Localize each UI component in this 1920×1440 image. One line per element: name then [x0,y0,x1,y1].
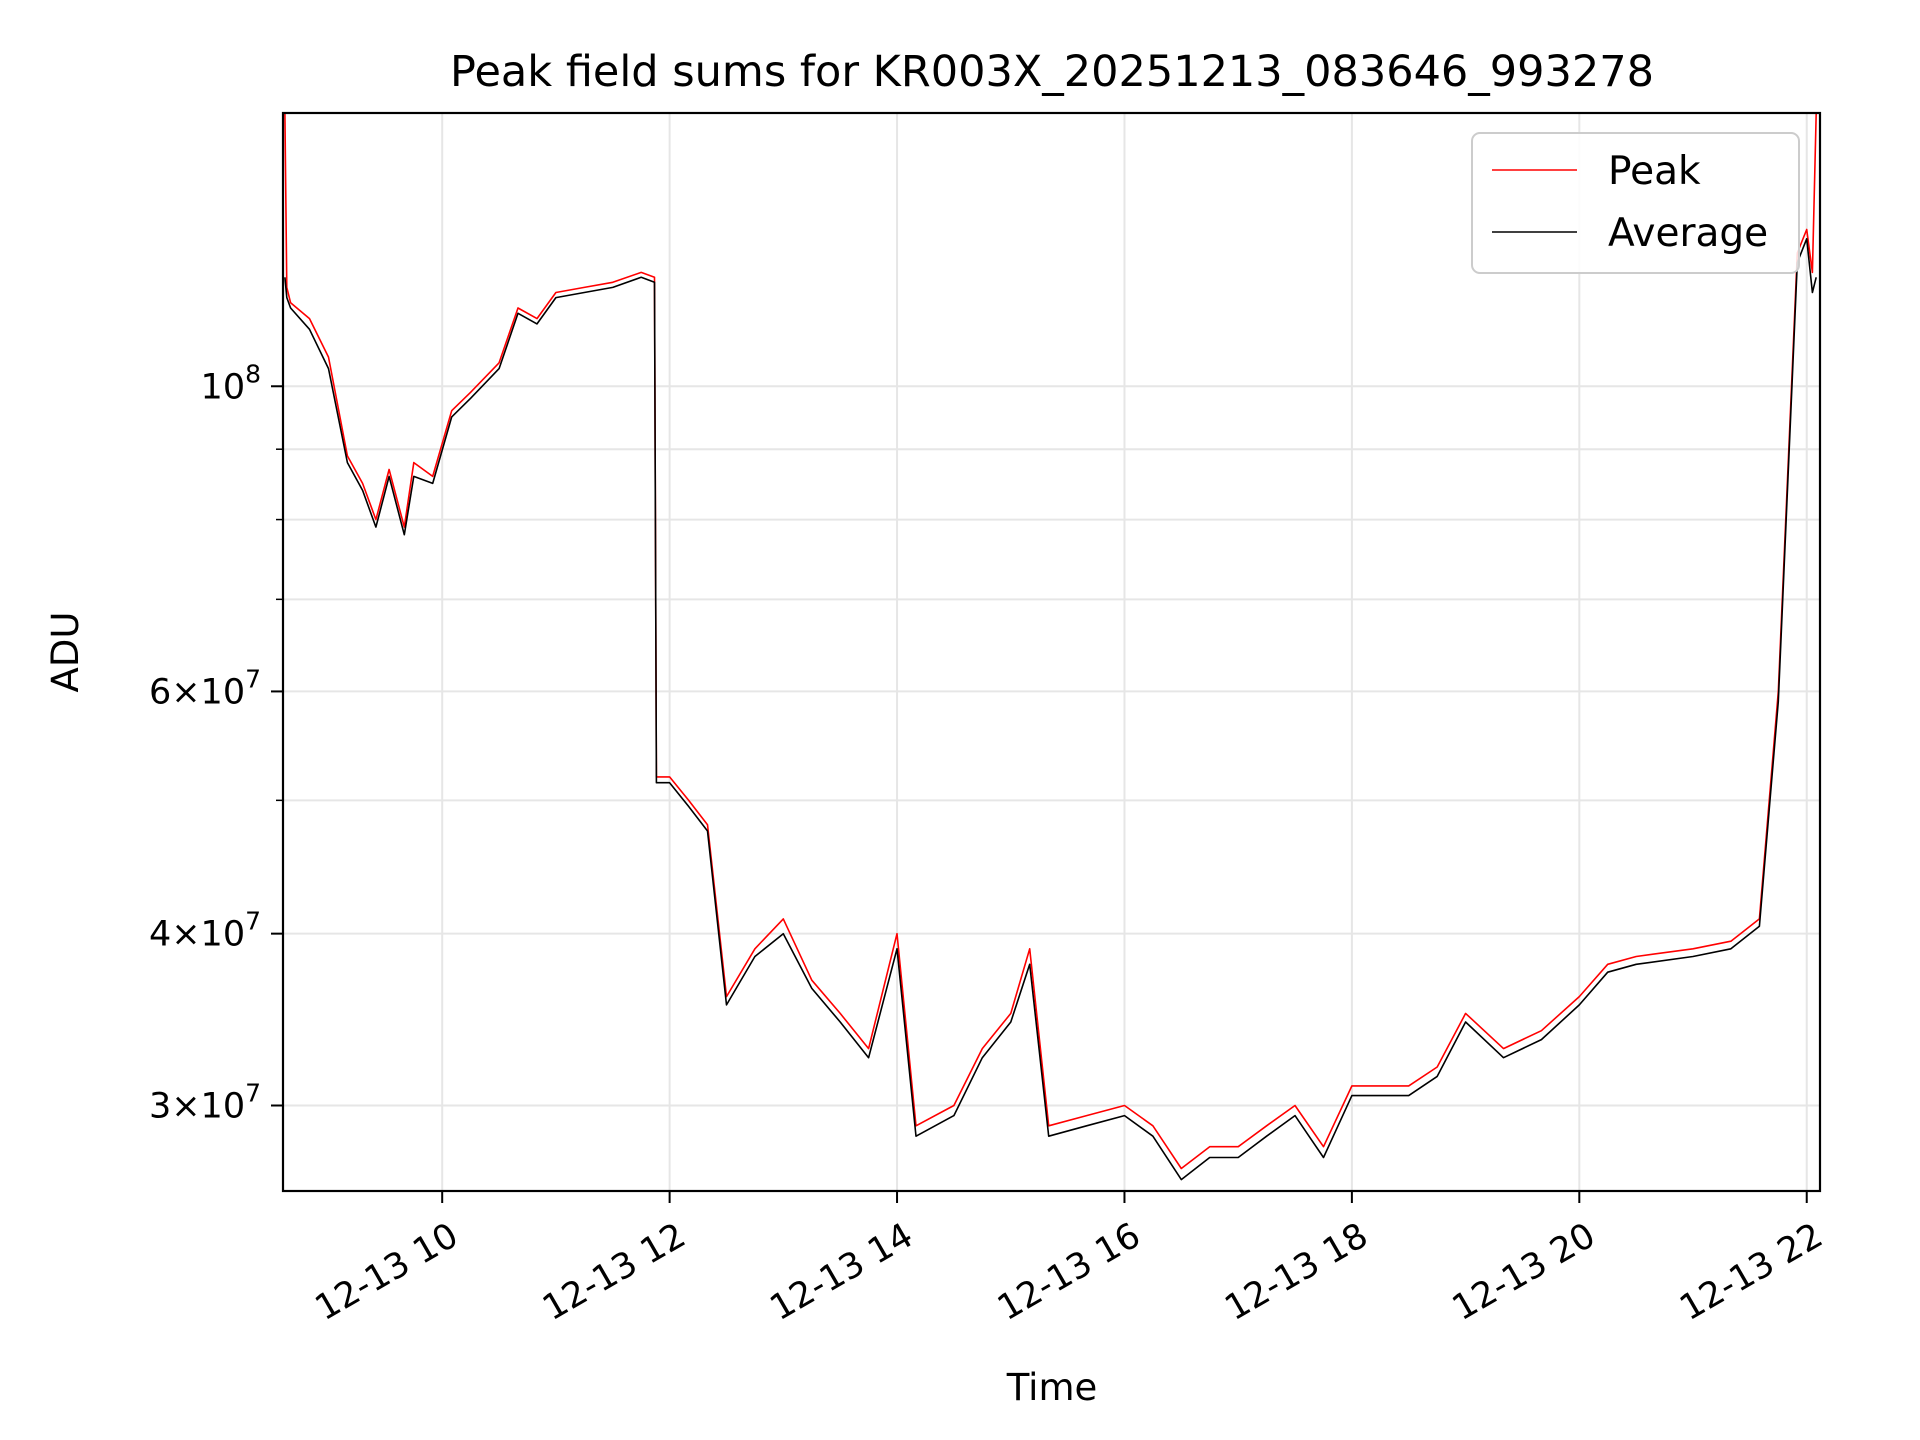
series-line-average [284,238,1817,1181]
y-axis: 108 6×107 4×107 3×107 [149,359,283,1127]
y-axis-label: ADU [44,612,87,693]
x-axis-label: Time [1006,1366,1098,1409]
chart-title: Peak field sums for KR003X_20251213_0836… [450,47,1654,97]
plot-frame [281,111,1822,1193]
grid-layer [283,113,1820,1191]
y-tick-label: 3×107 [149,1079,261,1127]
legend-label-average: Average [1608,211,1768,256]
y-tick-label: 6×107 [149,664,261,712]
legend-box [1471,132,1800,274]
legend-label-peak: Peak [1608,149,1701,194]
series-layer [284,112,1817,1181]
y-tick-label: 4×107 [149,907,261,955]
plot-background [283,113,1820,1191]
legend: Peak Average [1471,132,1800,274]
series-line-peak [284,112,1817,1170]
plot-area [281,111,1822,1193]
y-tick-label: 108 [201,359,261,407]
